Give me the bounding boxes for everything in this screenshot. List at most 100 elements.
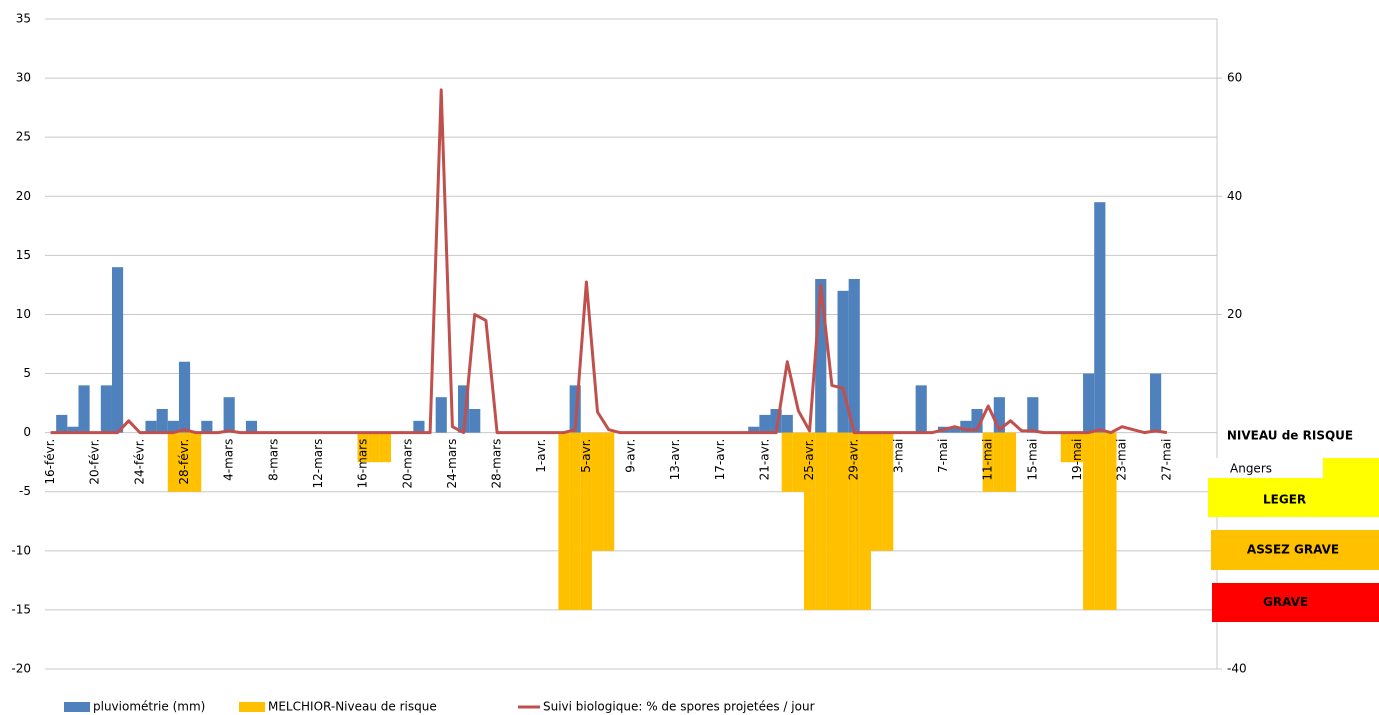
y-tick-label: -5 [19, 484, 31, 498]
legend-label: MELCHIOR-Niveau de risque [268, 700, 437, 714]
bar [781, 432, 793, 492]
bar [837, 290, 849, 433]
bar [190, 432, 202, 492]
bar [882, 432, 894, 551]
x-tick-label: 27-mai [1159, 439, 1173, 481]
y-tick-label: 20 [16, 189, 31, 203]
y2-tick-label: -40 [1227, 662, 1247, 676]
y-tick-label: 10 [16, 307, 31, 321]
x-tick-label: 4-mars [222, 439, 236, 481]
x-tick-label: 20-févr. [88, 439, 102, 485]
bar [960, 420, 972, 433]
bar [167, 420, 179, 433]
bar [357, 432, 369, 463]
x-tick-label: 17-avr. [713, 439, 727, 481]
x-tick-label: 28-févr. [177, 439, 191, 485]
bar [569, 385, 581, 433]
bar [413, 420, 425, 433]
x-tick-label: 1-avr. [534, 439, 548, 473]
x-tick-label: 24-févr. [132, 439, 146, 485]
bar [781, 414, 793, 433]
bar [748, 426, 760, 433]
x-tick-label: 11-mai [981, 439, 995, 481]
bar [178, 432, 191, 492]
bar [156, 409, 168, 433]
y-tick-label: -10 [11, 543, 31, 557]
bar [759, 414, 771, 433]
x-tick-label: 8-mars [266, 439, 280, 481]
y-tick-label: 30 [16, 71, 31, 85]
x-tick-label: 3-mai [891, 439, 905, 473]
x-tick-label: 29-avr. [847, 439, 861, 481]
bar [167, 432, 179, 492]
x-tick-label: 9-avr. [624, 439, 638, 473]
bar [859, 432, 871, 610]
x-tick-label: 28-mars [490, 439, 504, 489]
bar [915, 385, 927, 433]
x-tick-label: 23-mai [1115, 439, 1129, 481]
x-tick-label: 21-avr. [757, 439, 771, 481]
y-tick-label: 25 [16, 130, 31, 144]
x-tick-label: 7-mai [936, 439, 950, 473]
risk-level-box [1212, 583, 1379, 622]
y-tick-label: 35 [16, 12, 31, 26]
x-tick-label: 5-avr. [579, 439, 593, 473]
bar [558, 432, 570, 610]
bar [580, 432, 592, 610]
legend-label: Suivi biologique: % de spores projetées … [543, 700, 815, 714]
bar [1060, 432, 1072, 463]
bar [1004, 432, 1017, 492]
x-tick-label: 13-avr. [668, 439, 682, 481]
bar [949, 426, 961, 433]
legend-label: pluviométrie (mm) [93, 700, 205, 714]
bar [815, 279, 827, 433]
x-tick-label: 15-mai [1025, 439, 1039, 481]
legend-swatch [239, 702, 265, 712]
bar [591, 432, 604, 551]
bar [770, 409, 782, 433]
risk-level-label: LEGER [1263, 493, 1306, 507]
bar [1094, 202, 1106, 433]
y-tick-label: 0 [23, 425, 31, 439]
risk-site: Angers [1230, 462, 1272, 476]
bar [848, 432, 860, 610]
x-tick-label: 24-mars [445, 439, 459, 489]
risk-level-box [1211, 530, 1379, 570]
bar [982, 432, 994, 492]
x-tick-label: 16-mars [356, 439, 370, 489]
bar [804, 432, 816, 610]
legend-swatch [64, 702, 90, 712]
bar [603, 432, 615, 551]
risk-site-box [1208, 458, 1323, 478]
bar [1105, 432, 1117, 610]
y2-tick-label: 20 [1227, 307, 1242, 321]
y-tick-label: 15 [16, 248, 31, 262]
bar [1150, 373, 1162, 433]
line [50, 88, 1168, 435]
bar [792, 432, 805, 492]
y-tick-label: -20 [11, 662, 31, 676]
x-tick-label: 12-mars [311, 439, 325, 489]
bar [1083, 373, 1095, 433]
bar [245, 420, 258, 433]
bar [469, 409, 481, 433]
x-tick-label: 16-févr. [43, 439, 57, 485]
bar [56, 414, 68, 433]
bar [457, 385, 470, 433]
bar [145, 420, 157, 433]
bar [971, 409, 983, 433]
y2-tick-label: 40 [1227, 189, 1242, 203]
bar [1071, 432, 1084, 463]
bar [100, 385, 112, 433]
bar [826, 432, 838, 610]
x-tick-label: 25-avr. [802, 439, 816, 481]
bar [1094, 432, 1106, 610]
bar [368, 432, 380, 463]
y-tick-label: 5 [23, 366, 31, 380]
bar [1027, 397, 1039, 433]
bar [67, 426, 79, 433]
x-tick-label: 19-mai [1070, 439, 1084, 481]
bar [435, 397, 447, 433]
bar [201, 420, 213, 433]
